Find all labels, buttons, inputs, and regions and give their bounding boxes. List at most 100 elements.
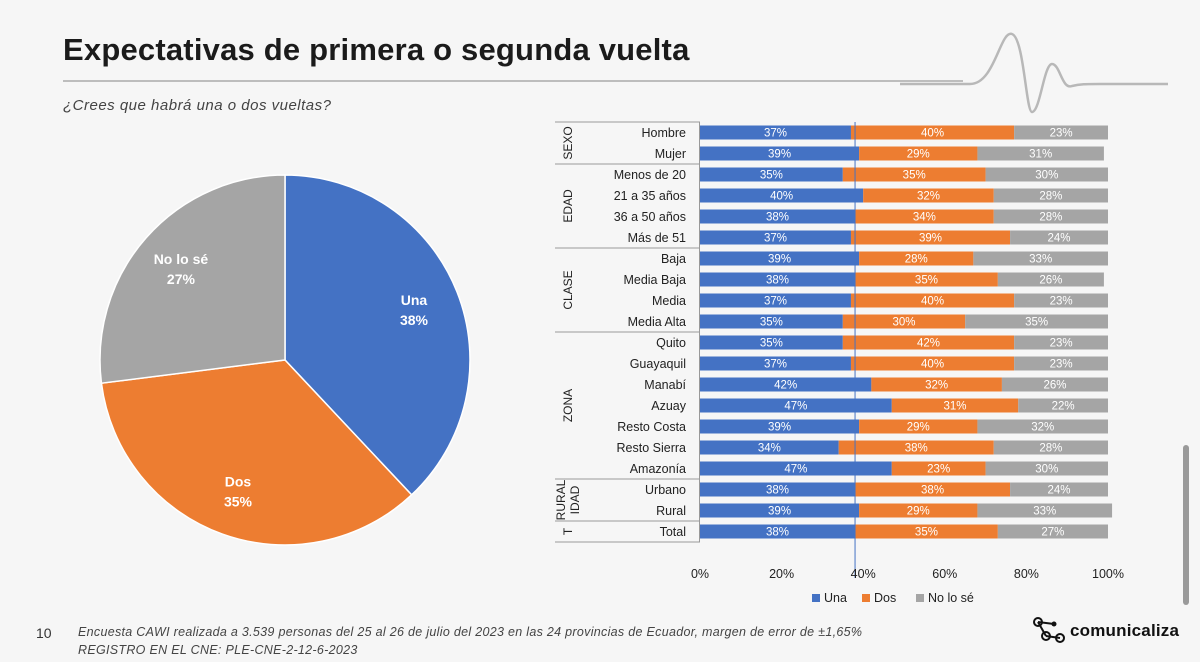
bar-segment-dos [850,356,1015,371]
footer-line-2: REGISTRO EN EL CNE: PLE-CNE-2-12-6-2023 [78,643,358,657]
bar-data-label: 32% [925,380,948,392]
bar-segment-no-lo-se [977,146,1104,161]
bar-segment-no-lo-se [1014,335,1108,350]
scrollbar[interactable] [1183,445,1189,605]
survey-question: ¿Crees que habrá una o dos vueltas? [63,97,332,114]
bar-data-label: 47% [784,464,807,476]
legend-label: Una [824,591,847,605]
page-number: 10 [36,625,52,641]
bar-data-label: 30% [1035,170,1058,182]
bar-data-label: 22% [1052,401,1075,413]
category-label: Baja [661,252,686,266]
bar-segment-una [700,356,851,371]
bar-segment-una [700,377,872,392]
bar-segment-una [700,188,864,203]
bar-data-label: 39% [768,422,791,434]
bar-data-label: 26% [1039,275,1062,287]
bar-data-label: 39% [768,506,791,518]
bar-data-label: 47% [784,401,807,413]
bar-segment-una [700,230,851,245]
bar-data-label: 28% [905,254,928,266]
title-underline [63,80,963,82]
bar-data-label: 23% [927,464,950,476]
category-label: Quito [656,336,686,350]
bar-segment-una [700,524,856,539]
bar-segment-no-lo-se [973,251,1108,266]
category-label: Resto Sierra [617,441,687,455]
category-label: Rural [656,504,686,518]
category-label: Mujer [655,147,686,161]
bar-segment-no-lo-se [997,272,1104,287]
bar-data-label: 35% [760,170,783,182]
category-label: Total [660,525,686,539]
bar-segment-no-lo-se [993,188,1108,203]
bar-segment-una [700,503,860,518]
bar-segment-una [700,146,860,161]
bar-segment-no-lo-se [1001,377,1108,392]
bar-data-label: 39% [768,149,791,161]
bar-segment-dos [855,209,994,224]
bar-segment-una [700,293,851,308]
bar-data-label: 40% [921,296,944,308]
bar-segment-dos [842,167,986,182]
bar-data-label: 38% [766,527,789,539]
bar-data-label: 38% [921,485,944,497]
bar-segment-dos [859,251,974,266]
legend-label: No lo sé [928,591,974,605]
bar-segment-una [700,419,860,434]
bar-segment-una [700,167,843,182]
bar-segment-dos [850,125,1015,140]
bar-data-label: 26% [1043,380,1066,392]
category-label: Más de 51 [628,231,686,245]
bar-segment-una [700,125,851,140]
bar-data-label: 35% [915,527,938,539]
x-tick-label: 100% [1092,567,1124,581]
bar-data-label: 23% [1050,359,1073,371]
bar-data-label: 32% [917,191,940,203]
bar-segment-una [700,209,856,224]
bar-data-label: 34% [758,443,781,455]
bar-data-label: 35% [915,275,938,287]
bar-data-label: 40% [921,128,944,140]
pie-label: No lo sé [154,251,209,267]
category-label: Media [652,294,686,308]
footer-note: Encuesta CAWI realizada a 3.539 personas… [78,623,862,659]
bar-segment-no-lo-se [1014,293,1108,308]
bar-segment-dos [859,419,978,434]
bar-segment-dos [850,293,1015,308]
bar-segment-dos [838,440,994,455]
legend-label: Dos [874,591,896,605]
bar-segment-una [700,440,839,455]
group-label: EDAD [561,189,575,223]
bar-data-label: 42% [774,380,797,392]
bar-segment-no-lo-se [1014,356,1108,371]
bar-segment-dos [842,314,966,329]
bar-data-label: 29% [907,149,930,161]
group-label: SEXO [561,126,575,159]
bar-data-label: 29% [907,422,930,434]
x-tick-label: 20% [769,567,794,581]
bar-segment-no-lo-se [977,419,1108,434]
pie-label: Una [401,292,428,308]
group-label: RURAL [555,479,568,520]
legend-swatch [862,594,870,602]
category-label: Urbano [645,483,686,497]
category-label: Media Baja [623,273,686,287]
category-label: 21 a 35 años [614,189,686,203]
bar-data-label: 33% [1033,506,1056,518]
footer-line-1: Encuesta CAWI realizada a 3.539 personas… [78,625,863,639]
bar-data-label: 40% [770,191,793,203]
bar-data-label: 35% [903,170,926,182]
brand-logo: comunicaliza [1032,613,1182,649]
bar-segment-no-lo-se [985,167,1108,182]
bar-data-label: 37% [764,359,787,371]
bar-data-label: 38% [766,485,789,497]
bar-segment-una [700,482,856,497]
bar-segment-no-lo-se [1014,125,1108,140]
bar-data-label: 30% [1035,464,1058,476]
bar-data-label: 28% [1039,443,1062,455]
bar-data-label: 33% [1029,254,1052,266]
category-label: Resto Costa [617,420,686,434]
group-label: T [561,527,575,535]
